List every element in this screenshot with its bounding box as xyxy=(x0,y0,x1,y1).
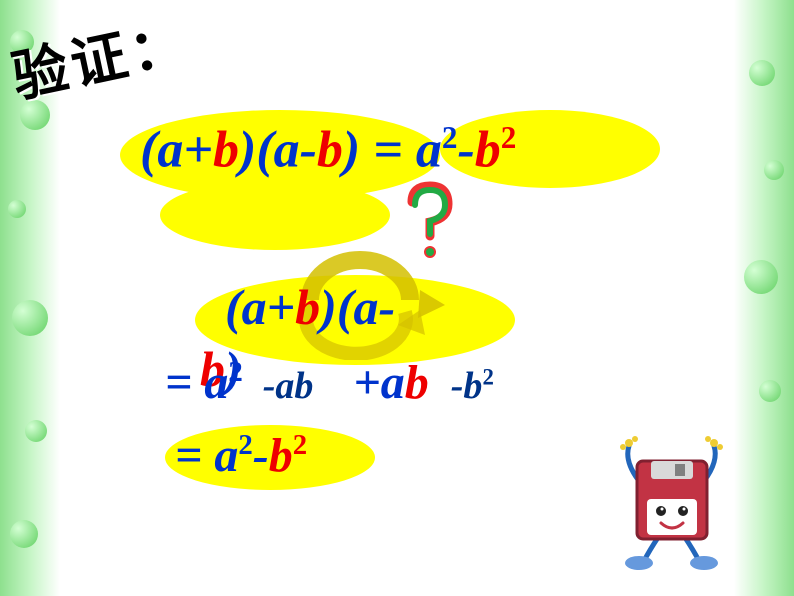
bg-right-border xyxy=(734,0,794,596)
paren-text: )(a- xyxy=(320,279,395,335)
b-var: b xyxy=(295,279,320,335)
b-var: b xyxy=(269,429,293,482)
bubble xyxy=(744,260,778,294)
bubble xyxy=(759,380,781,402)
formula-line-3: = a2 -ab +ab -b2 xyxy=(165,355,494,410)
sup: 2 xyxy=(238,429,252,461)
equals: = xyxy=(360,121,416,178)
minus-b: -b xyxy=(451,365,483,407)
question-mark-icon xyxy=(400,180,460,270)
a-var: a xyxy=(204,356,228,409)
formula-line-4: = a2-b2 xyxy=(175,428,307,483)
bubble xyxy=(749,60,775,86)
b-var: b xyxy=(475,121,501,178)
equals: = xyxy=(165,356,204,409)
sup: 2 xyxy=(442,120,458,155)
paren-text: )(a- xyxy=(239,121,317,178)
minus: - xyxy=(457,121,474,178)
minus: - xyxy=(253,429,269,482)
paren-text: (a+ xyxy=(225,279,295,335)
minus-b2: -b2 xyxy=(451,365,494,407)
b-var: b xyxy=(317,121,343,178)
sup: 2 xyxy=(228,356,242,388)
sup: 2 xyxy=(293,429,307,461)
bubble xyxy=(25,420,47,442)
b-var: b xyxy=(405,356,429,409)
sup: 2 xyxy=(501,120,517,155)
minus-ab: -ab xyxy=(263,365,314,407)
bubble xyxy=(12,300,48,336)
bubble xyxy=(8,200,26,218)
formula-line-1: (a+b)(a-b) = a2-b2 xyxy=(140,120,516,179)
eq-a: = a xyxy=(175,429,238,482)
formula-line-2: (a+b)(a- xyxy=(225,278,395,336)
a-var: a xyxy=(416,121,442,178)
b-var: b xyxy=(213,121,239,178)
floppy-character-icon xyxy=(609,421,739,571)
bubble xyxy=(10,520,38,548)
paren-text: ) xyxy=(343,121,360,178)
sup: 2 xyxy=(482,364,493,389)
plus-a: +a xyxy=(353,356,404,409)
paren-text: (a+ xyxy=(140,121,213,178)
bubble xyxy=(764,160,784,180)
